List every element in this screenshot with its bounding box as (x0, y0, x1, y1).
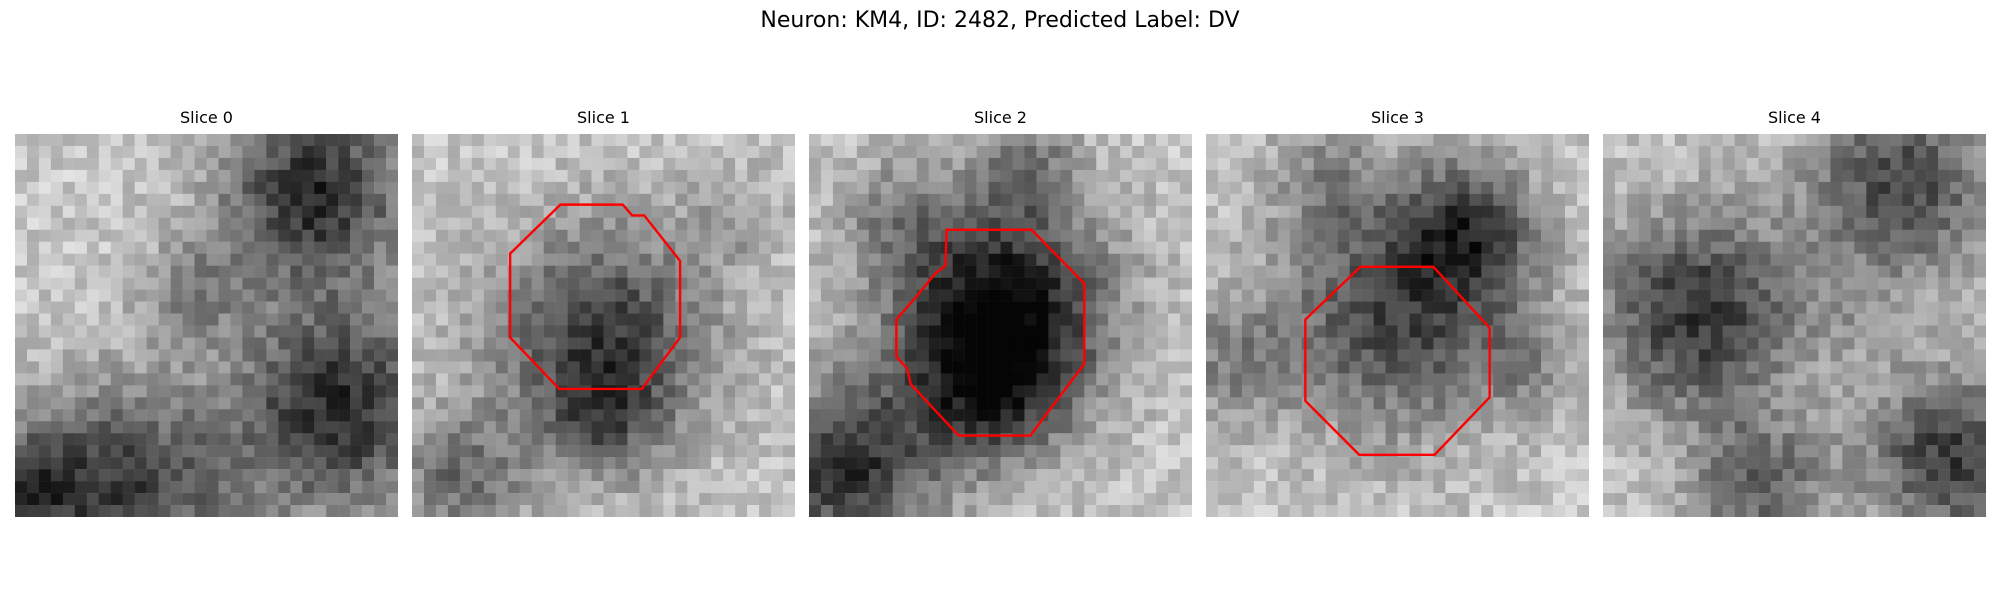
slice-4-image (1603, 134, 1986, 517)
slice-4-grayscale-image (1603, 134, 1986, 517)
slice-3-image (1206, 134, 1589, 517)
slice-3-title: Slice 3 (1371, 108, 1424, 127)
slice-3-grayscale-image (1206, 134, 1589, 517)
slice-4-title: Slice 4 (1768, 108, 1821, 127)
slice-1-image (412, 134, 795, 517)
slice-0-grayscale-image (15, 134, 398, 517)
slice-1-title: Slice 1 (577, 108, 630, 127)
slice-1-red-contour (508, 203, 682, 391)
slice-0-title: Slice 0 (180, 108, 233, 127)
slice-3-red-contour (1304, 265, 1491, 456)
slice-2-title: Slice 2 (974, 108, 1027, 127)
slice-1-grayscale-image (412, 134, 795, 517)
figure-title: Neuron: KM4, ID: 2482, Predicted Label: … (760, 8, 1240, 33)
slice-2-grayscale-image (809, 134, 1192, 517)
slice-2-red-contour (895, 228, 1086, 437)
slice-0-image (15, 134, 398, 517)
slice-2-image (809, 134, 1192, 517)
